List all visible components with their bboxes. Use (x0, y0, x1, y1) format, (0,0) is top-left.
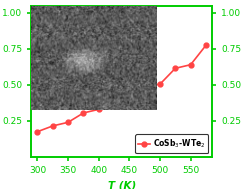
CoSb$_3$-WTe$_2$ (97, 108, 100, 111)
CoSb$_3$-WTe$_2$ (174, 67, 177, 69)
CoSb$_3$-WTe$_2$ (205, 44, 208, 46)
CoSb$_3$-WTe$_2$ (82, 112, 85, 114)
CoSb$_3$-WTe$_2$ (36, 131, 39, 133)
CoSb$_3$-WTe$_2$ (67, 121, 70, 123)
CoSb$_3$-WTe$_2$ (143, 85, 146, 88)
CoSb$_3$-WTe$_2$ (159, 83, 161, 85)
CoSb$_3$-WTe$_2$ (189, 64, 192, 66)
CoSb$_3$-WTe$_2$ (113, 102, 115, 104)
X-axis label: T (K): T (K) (107, 180, 136, 189)
CoSb$_3$-WTe$_2$ (128, 100, 131, 102)
Line: CoSb$_3$-WTe$_2$: CoSb$_3$-WTe$_2$ (35, 43, 208, 134)
Legend: CoSb$_3$-WTe$_2$: CoSb$_3$-WTe$_2$ (135, 134, 208, 153)
CoSb$_3$-WTe$_2$ (51, 125, 54, 127)
